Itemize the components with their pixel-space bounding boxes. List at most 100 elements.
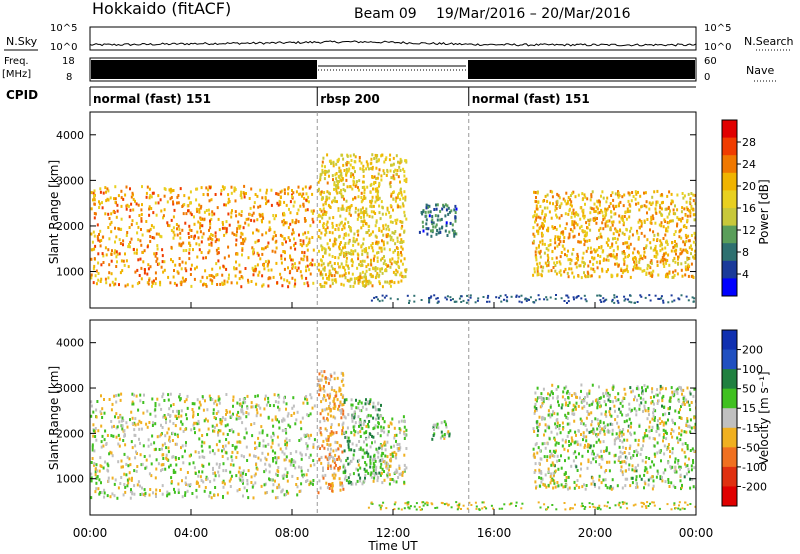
heatmap-cell bbox=[277, 393, 280, 397]
heatmap-cell bbox=[348, 167, 351, 171]
heatmap-cell bbox=[562, 232, 565, 236]
heatmap-cell bbox=[611, 432, 614, 436]
heatmap-cell bbox=[114, 240, 116, 244]
heatmap-cell bbox=[177, 412, 180, 415]
heatmap-cell bbox=[580, 240, 582, 244]
heatmap-cell bbox=[294, 266, 297, 270]
heatmap-cell bbox=[683, 207, 686, 211]
heatmap-cell bbox=[520, 294, 523, 297]
heatmap-cell bbox=[169, 463, 172, 467]
heatmap-cell bbox=[646, 267, 649, 271]
heatmap-cell bbox=[275, 246, 278, 250]
heatmap-cell bbox=[342, 188, 345, 192]
heatmap-cell bbox=[628, 417, 631, 421]
heatmap-cell bbox=[684, 248, 687, 252]
heatmap-cell bbox=[134, 456, 137, 460]
heatmap-cell bbox=[164, 442, 166, 446]
heatmap-cell bbox=[202, 232, 205, 236]
cpid-segment-label: normal (fast) 151 bbox=[472, 92, 590, 106]
heatmap-cell bbox=[559, 262, 562, 266]
heatmap-cell bbox=[106, 462, 109, 466]
heatmap-cell bbox=[425, 227, 428, 231]
heatmap-cell bbox=[231, 458, 234, 462]
heatmap-cell bbox=[363, 279, 366, 283]
heatmap-cell bbox=[326, 190, 329, 194]
heatmap-cell bbox=[677, 440, 680, 444]
noise-panel bbox=[89, 26, 697, 51]
heatmap-cell bbox=[400, 193, 403, 197]
heatmap-cell bbox=[108, 237, 111, 241]
heatmap-cell bbox=[685, 398, 688, 402]
heatmap-cell bbox=[651, 387, 654, 391]
heatmap-cell bbox=[348, 480, 351, 484]
heatmap-cell bbox=[268, 226, 271, 230]
heatmap-cell bbox=[172, 275, 175, 279]
heatmap-cell bbox=[602, 227, 605, 231]
heatmap-cell bbox=[669, 219, 671, 223]
heatmap-cell bbox=[586, 239, 589, 243]
heatmap-cell bbox=[286, 443, 288, 447]
heatmap-cell bbox=[228, 429, 231, 432]
heatmap-cell bbox=[164, 467, 167, 471]
heatmap-cell bbox=[134, 434, 137, 437]
heatmap-cell bbox=[237, 224, 240, 228]
heatmap-cell bbox=[364, 476, 366, 480]
heatmap-cell bbox=[340, 481, 343, 485]
heatmap-cell bbox=[261, 233, 264, 237]
heatmap-cell bbox=[628, 235, 631, 239]
heatmap-cell bbox=[161, 453, 164, 457]
heatmap-cell bbox=[672, 245, 675, 249]
heatmap-cell bbox=[122, 493, 125, 497]
heatmap-cell bbox=[115, 435, 118, 439]
heatmap-cell bbox=[127, 481, 130, 485]
heatmap-cell bbox=[611, 298, 614, 301]
heatmap-cell bbox=[624, 461, 627, 465]
heatmap-cell bbox=[126, 231, 129, 234]
heatmap-cell bbox=[360, 401, 363, 405]
heatmap-cell bbox=[364, 272, 367, 276]
heatmap-cell bbox=[352, 250, 355, 254]
heatmap-cell bbox=[202, 480, 205, 484]
heatmap-cell bbox=[333, 397, 336, 401]
heatmap-cell bbox=[210, 496, 213, 500]
heatmap-cell bbox=[454, 219, 457, 223]
heatmap-cell bbox=[403, 430, 406, 434]
heatmap-cell bbox=[296, 410, 299, 414]
heatmap-cell bbox=[365, 269, 368, 273]
heatmap-cell bbox=[137, 203, 140, 207]
heatmap-cell bbox=[166, 431, 169, 435]
heatmap-cell bbox=[372, 479, 375, 483]
heatmap-cell bbox=[378, 196, 381, 200]
heatmap-cell bbox=[376, 267, 379, 271]
heatmap-cell bbox=[676, 272, 679, 276]
heatmap-cell bbox=[651, 214, 654, 218]
heatmap-cell bbox=[184, 491, 187, 495]
heatmap-cell bbox=[283, 211, 285, 215]
heatmap-cell bbox=[168, 492, 171, 496]
heatmap-cell bbox=[392, 197, 395, 201]
heatmap-cell bbox=[218, 474, 221, 478]
heatmap-cell bbox=[302, 232, 305, 236]
heatmap-cell bbox=[358, 263, 361, 267]
heatmap-cell bbox=[281, 429, 284, 433]
heatmap-cell bbox=[117, 486, 120, 490]
heatmap-cell bbox=[308, 456, 311, 459]
heatmap-cell bbox=[226, 280, 229, 284]
heatmap-cell bbox=[328, 269, 331, 273]
heatmap-cell bbox=[323, 389, 326, 393]
heatmap-cell bbox=[299, 192, 302, 196]
heatmap-cell bbox=[673, 274, 676, 277]
heatmap-cell bbox=[374, 200, 377, 204]
heatmap-cell bbox=[656, 260, 659, 264]
heatmap-cell bbox=[117, 416, 120, 420]
heatmap-cell bbox=[352, 176, 355, 180]
heatmap-cell bbox=[377, 455, 380, 459]
heatmap-cell bbox=[305, 395, 308, 398]
heatmap-cell bbox=[390, 176, 393, 180]
heatmap-cell bbox=[254, 455, 257, 458]
heatmap-cell bbox=[188, 248, 191, 252]
heatmap-cell bbox=[274, 400, 277, 404]
heatmap-cell bbox=[90, 257, 93, 261]
heatmap-cell bbox=[295, 218, 298, 222]
